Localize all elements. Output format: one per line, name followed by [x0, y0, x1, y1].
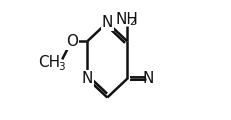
Text: 2: 2: [129, 18, 136, 27]
Text: NH: NH: [115, 12, 138, 27]
Text: N: N: [82, 71, 93, 86]
Text: N: N: [142, 71, 153, 86]
Text: 3: 3: [58, 62, 65, 72]
Text: CH: CH: [38, 55, 60, 70]
Text: O: O: [66, 34, 78, 49]
Text: N: N: [102, 15, 113, 30]
